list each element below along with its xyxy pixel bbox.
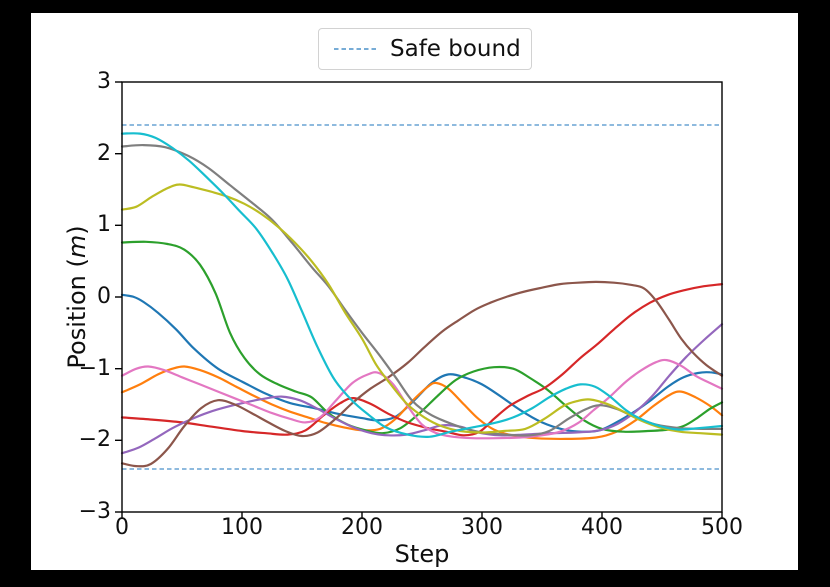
legend-dashed-line-icon bbox=[334, 48, 376, 50]
x-tick-label: 500 bbox=[701, 515, 743, 540]
legend: Safe bound bbox=[318, 28, 532, 70]
legend-label: Safe bound bbox=[390, 36, 521, 62]
y-tick-label: 2 bbox=[97, 140, 111, 166]
trajectory-line-agent-5-brown bbox=[120, 280, 724, 468]
trajectory-line-agent-9-cyan bbox=[120, 132, 724, 438]
trajectory-line-agent-2-green bbox=[120, 240, 724, 435]
x-tick-label: 300 bbox=[461, 515, 503, 540]
y-axis-label-close: ) bbox=[63, 225, 91, 235]
trajectory-line-agent-3-red bbox=[120, 283, 724, 437]
figure-background: 3 2 1 0 −1 −2 −3 0 100 200 300 400 500 Step Positio… bbox=[31, 13, 798, 570]
x-axis-label: Step bbox=[394, 540, 450, 568]
axes-spines bbox=[121, 81, 723, 513]
y-axis-label-text: Position ( bbox=[63, 258, 91, 369]
trajectory-lines bbox=[120, 132, 724, 468]
trajectory-line-agent-6-pink bbox=[120, 358, 724, 440]
y-tick-label: −2 bbox=[78, 427, 111, 453]
trajectory-line-agent-8-olive bbox=[120, 183, 724, 436]
y-tick-label: 0 bbox=[97, 284, 111, 309]
y-tick-label: 1 bbox=[97, 212, 111, 238]
axis-tick-marks bbox=[115, 81, 723, 519]
x-tick-label: 0 bbox=[115, 515, 129, 540]
x-tick-label: 400 bbox=[581, 515, 623, 540]
safe-bound-lines bbox=[122, 124, 722, 470]
y-axis-label: Position (m) bbox=[63, 225, 91, 368]
y-tick-label: −1 bbox=[78, 355, 111, 381]
y-tick-label: 3 bbox=[97, 69, 111, 94]
x-tick-label: 100 bbox=[221, 515, 263, 540]
plot-area bbox=[115, 81, 724, 519]
y-axis-label-unit: m bbox=[63, 234, 91, 259]
y-tick-label: −3 bbox=[78, 499, 111, 524]
x-tick-label: 200 bbox=[341, 515, 383, 540]
